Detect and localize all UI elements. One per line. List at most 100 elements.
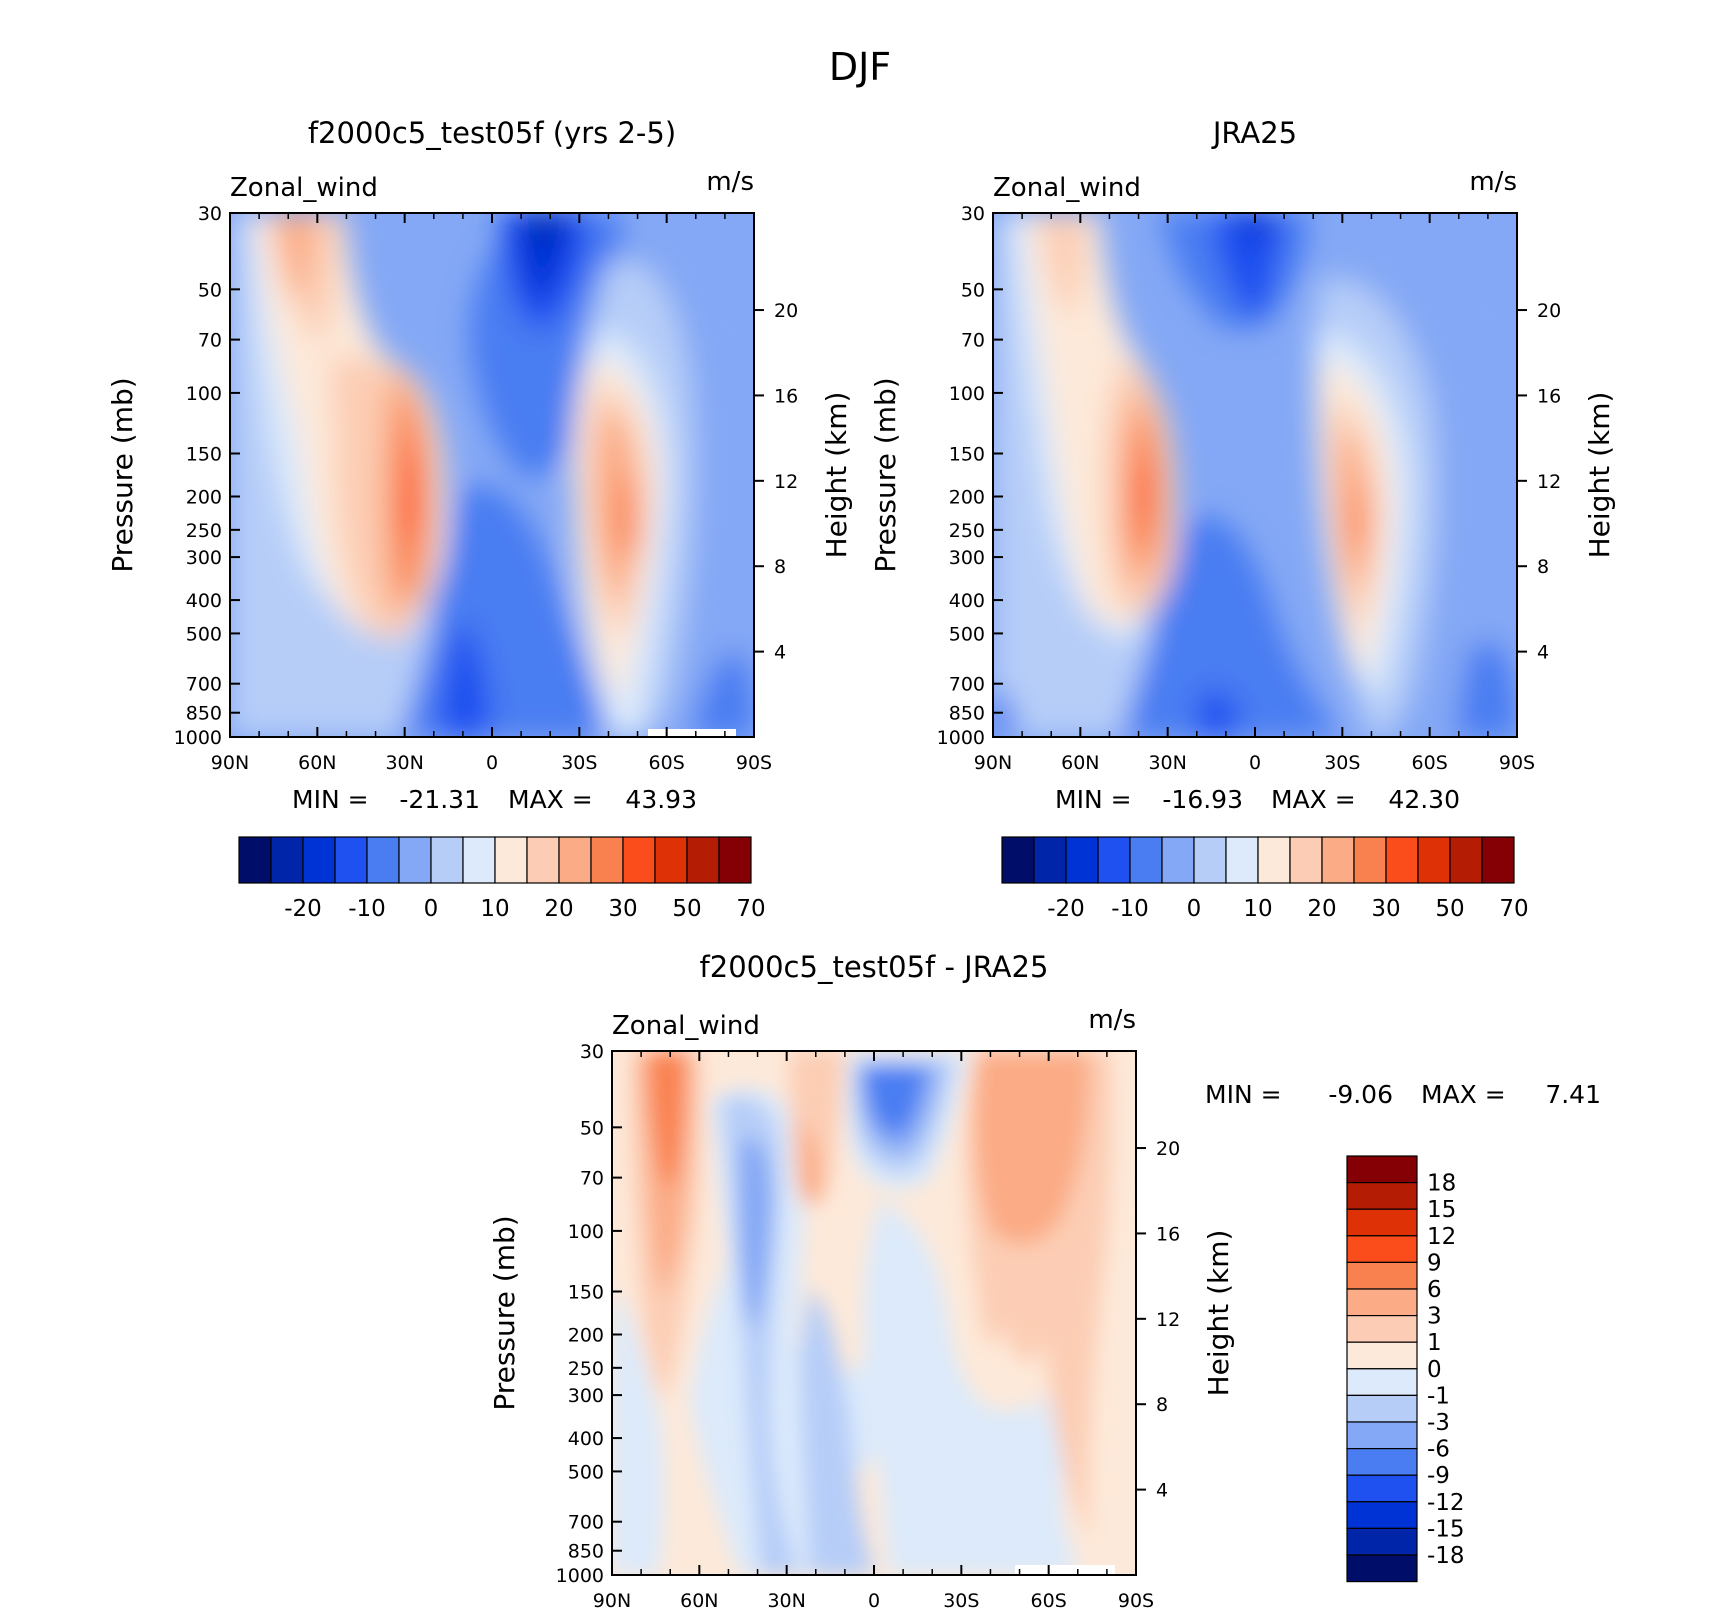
y-tick-label: 700 [186, 674, 222, 696]
colorbar-label: 18 [1427, 1171, 1456, 1197]
y-tick-label: 30 [198, 203, 222, 225]
colorbar-swatch [1097, 836, 1131, 884]
colorbar-swatch [1033, 836, 1067, 884]
y-tick-label: 30 [580, 1041, 604, 1063]
x-tick-label: 60N [680, 1590, 718, 1611]
colorbar-label: 0 [424, 896, 439, 922]
y-right-tick-label: 16 [1156, 1223, 1180, 1245]
colorbar-label: -20 [284, 896, 322, 922]
y-tick-label: 850 [949, 703, 985, 725]
colorbar-swatch [1346, 1368, 1418, 1397]
y-tick-label: 70 [961, 330, 985, 352]
x-axis: 90N 60N 30N 0 30S 60S 90S [593, 1051, 1154, 1611]
x-tick-label: 30N [767, 1590, 805, 1611]
max-label: MAX = [1421, 1080, 1506, 1109]
y-tick-label: 300 [186, 547, 222, 569]
colorbar-label: 1 [1427, 1330, 1442, 1356]
x-tick-label: 0 [486, 752, 498, 774]
panel-title: f2000c5_test05f - JRA25 [700, 950, 1049, 984]
colorbar: -20 -10 0 10 20 30 50 70 [1001, 836, 1529, 922]
max-label: MAX = [508, 785, 593, 814]
colorbar-label: -12 [1427, 1490, 1465, 1516]
x-axis: 90N 60N 30N 0 30S 60S 90S [974, 213, 1535, 774]
colorbar-swatch [1346, 1261, 1418, 1290]
colorbar-label: -18 [1427, 1543, 1465, 1569]
colorbar-swatch [1346, 1554, 1418, 1583]
x-tick-label: 30S [1324, 752, 1360, 774]
x-tick-label: 60S [649, 752, 685, 774]
colorbar-swatch [1346, 1181, 1418, 1210]
y-right-tick-label: 4 [1156, 1480, 1168, 1502]
y-tick-label: 500 [568, 1461, 604, 1483]
contour-field [230, 213, 754, 737]
y-right-tick-label: 20 [774, 300, 798, 322]
panel-reanalysis: JRA25 Zonal_wind m/s [869, 116, 1616, 922]
colorbar-swatch [1193, 836, 1227, 884]
contour-field [612, 1051, 1136, 1575]
colorbar-swatch [430, 836, 464, 884]
colorbar-swatch [1289, 836, 1323, 884]
colorbar-swatch [1321, 836, 1355, 884]
max-value: 43.93 [625, 785, 697, 814]
min-label: MIN = [1205, 1080, 1282, 1109]
colorbar-label: -20 [1047, 896, 1085, 922]
x-tick-label: 90S [1118, 1590, 1154, 1611]
colorbar-label: 70 [1499, 896, 1528, 922]
y-tick-label: 100 [186, 383, 222, 405]
x-tick-label: 30S [943, 1590, 979, 1611]
max-value: 42.30 [1388, 785, 1460, 814]
colorbar-swatch [1346, 1394, 1418, 1423]
y-tick-label: 200 [568, 1324, 604, 1346]
y-tick-label: 850 [186, 703, 222, 725]
colorbar-label: 50 [1435, 896, 1464, 922]
colorbar-label: 0 [1427, 1357, 1442, 1383]
y-tick-label: 400 [186, 590, 222, 612]
colorbar-label: 3 [1427, 1304, 1442, 1330]
colorbar-label: -10 [1111, 896, 1149, 922]
field-label: Zonal_wind [993, 173, 1141, 203]
colorbar-swatch [1449, 836, 1483, 884]
colorbar-swatch [334, 836, 368, 884]
colorbar-swatch [398, 836, 432, 884]
max-label: MAX = [1271, 785, 1356, 814]
colorbar-swatch [1225, 836, 1259, 884]
figure-title: DJF [829, 45, 891, 89]
colorbar-swatch [1385, 836, 1419, 884]
x-tick-label: 30N [385, 752, 423, 774]
x-tick-label: 90N [593, 1590, 631, 1611]
min-value: -16.93 [1162, 785, 1243, 814]
min-label: MIN = [292, 785, 369, 814]
x-axis: 90N 60N 30N 0 30S 60S 90S [211, 213, 772, 774]
y-tick-label: 100 [949, 383, 985, 405]
y-right-tick-label: 8 [774, 556, 786, 578]
colorbar-swatch [526, 836, 560, 884]
panel-title: JRA25 [1211, 116, 1297, 150]
colorbar-swatch [1129, 836, 1163, 884]
x-tick-label: 60S [1412, 752, 1448, 774]
y-right-tick-label: 16 [1537, 385, 1561, 407]
colorbar-swatch [1161, 836, 1195, 884]
colorbar-label: 15 [1427, 1197, 1456, 1223]
colorbar-swatch [1001, 836, 1035, 884]
panel-difference: f2000c5_test05f - JRA25 Zonal_wind m/s [488, 950, 1601, 1611]
y-tick-label: 150 [568, 1282, 604, 1304]
units-label: m/s [706, 167, 754, 197]
y-tick-label: 150 [949, 444, 985, 466]
colorbar-swatch [622, 836, 656, 884]
x-tick-label: 90S [736, 752, 772, 774]
units-label: m/s [1088, 1005, 1136, 1035]
colorbar-swatch [1346, 1421, 1418, 1450]
colorbar-swatch [1353, 836, 1387, 884]
colorbar-swatch [1346, 1501, 1418, 1530]
colorbar-label: 12 [1427, 1224, 1456, 1250]
colorbar-label: -9 [1427, 1463, 1450, 1489]
colorbar-label: 10 [480, 896, 509, 922]
colorbar-swatch [1346, 1208, 1418, 1237]
colorbar-swatch [1257, 836, 1291, 884]
y-axis-label: Pressure (mb) [869, 377, 902, 572]
panel-title: f2000c5_test05f (yrs 2-5) [308, 116, 676, 150]
colorbar-swatch [270, 836, 304, 884]
